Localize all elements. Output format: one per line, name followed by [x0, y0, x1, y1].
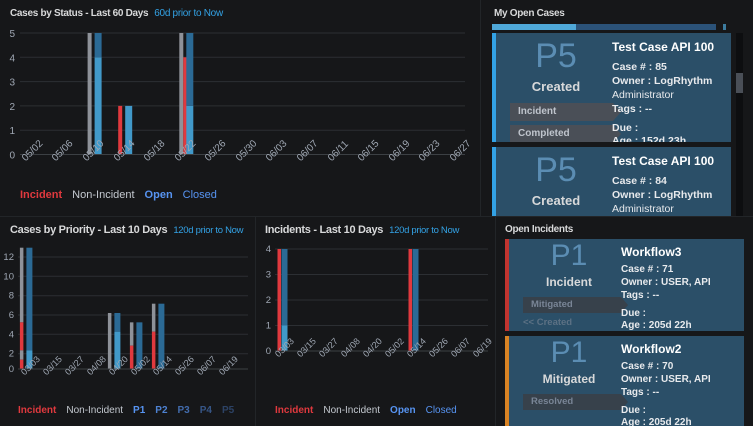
svg-text:2: 2 — [9, 349, 14, 360]
svg-text:10: 10 — [3, 271, 14, 282]
svg-text:3: 3 — [266, 270, 271, 281]
svg-text:4: 4 — [9, 329, 14, 340]
svg-text:3: 3 — [9, 78, 15, 89]
svg-text:2: 2 — [266, 295, 271, 306]
svg-text:4: 4 — [9, 53, 15, 64]
svg-text:1: 1 — [9, 126, 15, 137]
svg-text:2: 2 — [9, 102, 15, 113]
svg-text:5: 5 — [9, 29, 15, 40]
svg-text:8: 8 — [9, 291, 14, 302]
svg-text:4: 4 — [266, 244, 271, 255]
svg-text:12: 12 — [3, 252, 14, 263]
svg-text:6: 6 — [9, 310, 14, 321]
svg-text:1: 1 — [266, 321, 271, 332]
